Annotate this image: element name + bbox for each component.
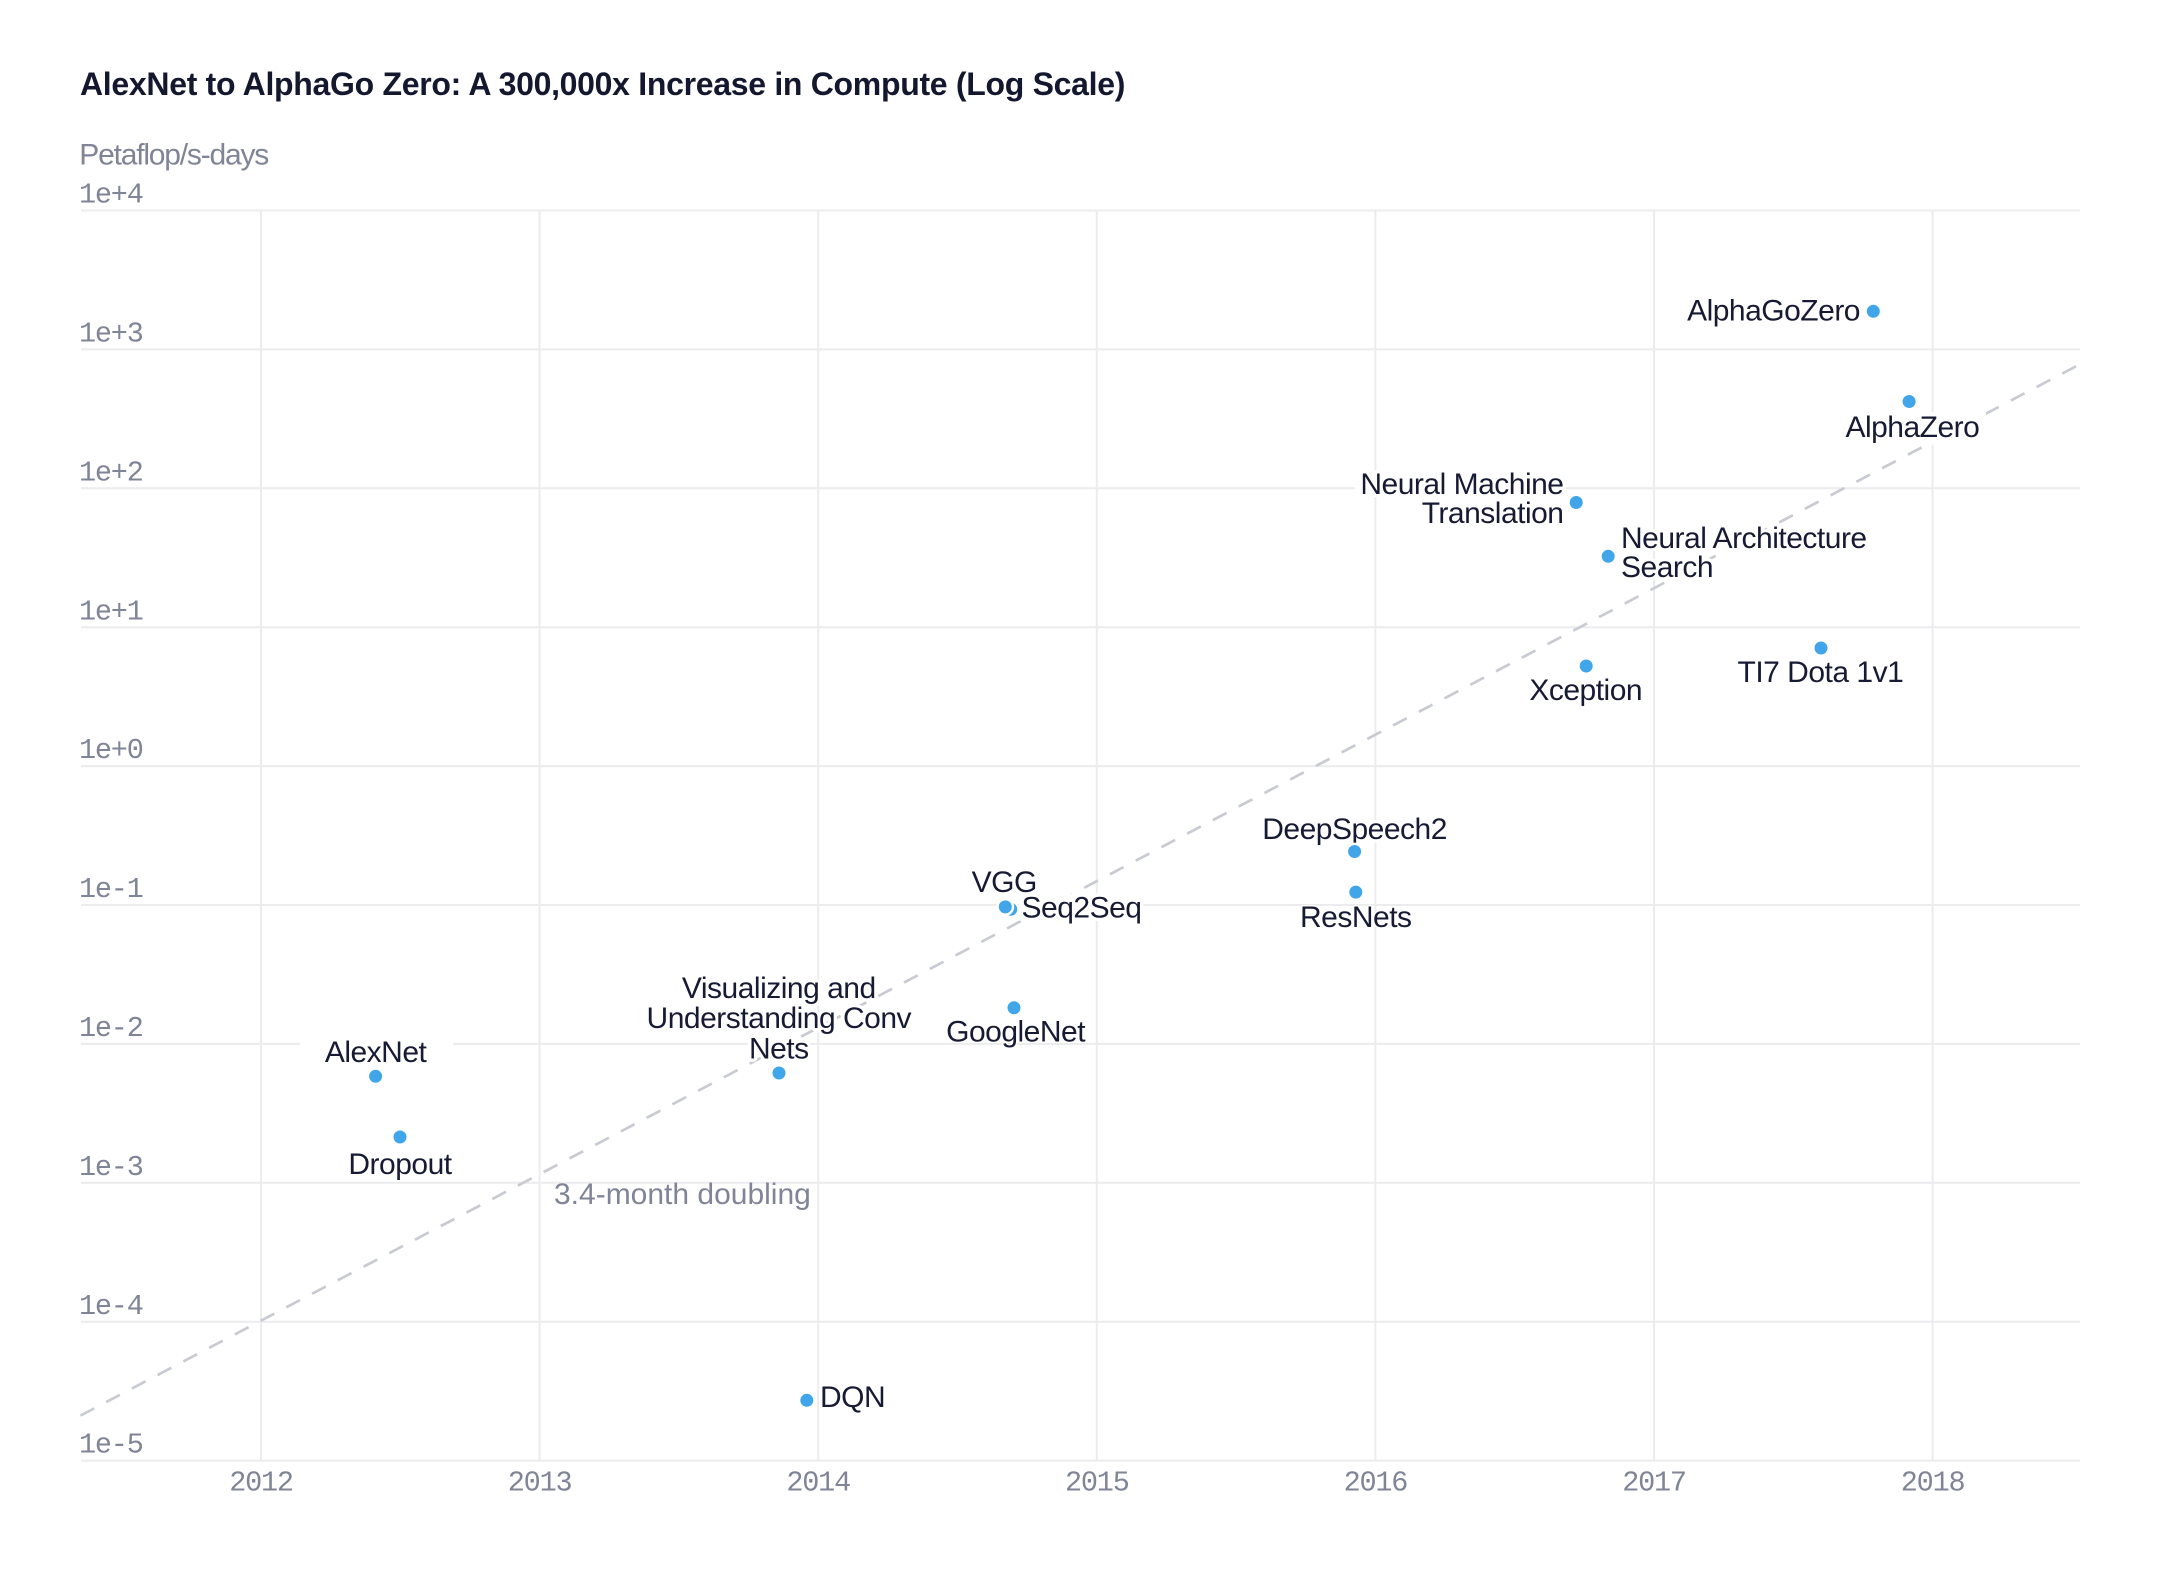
svg-text:Understanding Conv: Understanding Conv <box>647 1002 912 1035</box>
svg-text:Seq2Seq: Seq2Seq <box>1022 891 1142 924</box>
svg-text:1e-2: 1e-2 <box>79 1012 143 1045</box>
svg-text:AlphaZero: AlphaZero <box>1845 411 1979 444</box>
svg-text:ResNets: ResNets <box>1300 901 1412 934</box>
svg-text:DQN: DQN <box>820 1381 885 1414</box>
svg-text:Xception: Xception <box>1529 674 1642 707</box>
svg-text:Dropout: Dropout <box>348 1148 452 1181</box>
svg-text:2017: 2017 <box>1622 1467 1686 1500</box>
svg-text:2012: 2012 <box>229 1467 293 1500</box>
svg-text:2015: 2015 <box>1065 1467 1129 1500</box>
svg-text:VGG: VGG <box>972 866 1037 899</box>
svg-text:1e+3: 1e+3 <box>79 318 143 351</box>
svg-text:1e-1: 1e-1 <box>79 873 143 906</box>
svg-text:Translation: Translation <box>1422 497 1564 530</box>
svg-text:AlexNet to AlphaGo Zero: A 300: AlexNet to AlphaGo Zero: A 300,000x Incr… <box>80 66 1125 102</box>
svg-text:1e-3: 1e-3 <box>79 1151 143 1184</box>
svg-text:2018: 2018 <box>1901 1467 1965 1500</box>
svg-text:1e+0: 1e+0 <box>79 734 143 767</box>
svg-text:1e+4: 1e+4 <box>79 179 143 212</box>
svg-text:AlphaGoZero: AlphaGoZero <box>1687 294 1860 327</box>
svg-text:GoogleNet: GoogleNet <box>946 1016 1086 1049</box>
svg-text:2014: 2014 <box>786 1467 850 1500</box>
svg-text:Nets: Nets <box>749 1033 809 1066</box>
svg-text:1e-5: 1e-5 <box>79 1429 143 1462</box>
svg-text:Search: Search <box>1621 551 1713 584</box>
svg-text:AlexNet: AlexNet <box>325 1036 428 1069</box>
svg-text:1e+2: 1e+2 <box>79 456 143 489</box>
svg-text:Neural Architecture: Neural Architecture <box>1621 522 1867 555</box>
svg-text:2016: 2016 <box>1344 1467 1408 1500</box>
svg-text:Petaflop/s-days: Petaflop/s-days <box>79 139 268 172</box>
svg-text:2013: 2013 <box>508 1467 572 1500</box>
svg-text:1e-4: 1e-4 <box>79 1290 143 1323</box>
svg-text:TI7 Dota 1v1: TI7 Dota 1v1 <box>1738 656 1904 689</box>
svg-text:1e+1: 1e+1 <box>79 595 143 628</box>
svg-text:3.4-month doubling: 3.4-month doubling <box>554 1178 811 1211</box>
svg-text:Neural Machine: Neural Machine <box>1360 468 1563 501</box>
svg-text:DeepSpeech2: DeepSpeech2 <box>1262 813 1447 846</box>
svg-text:Visualizing and: Visualizing and <box>682 972 876 1005</box>
